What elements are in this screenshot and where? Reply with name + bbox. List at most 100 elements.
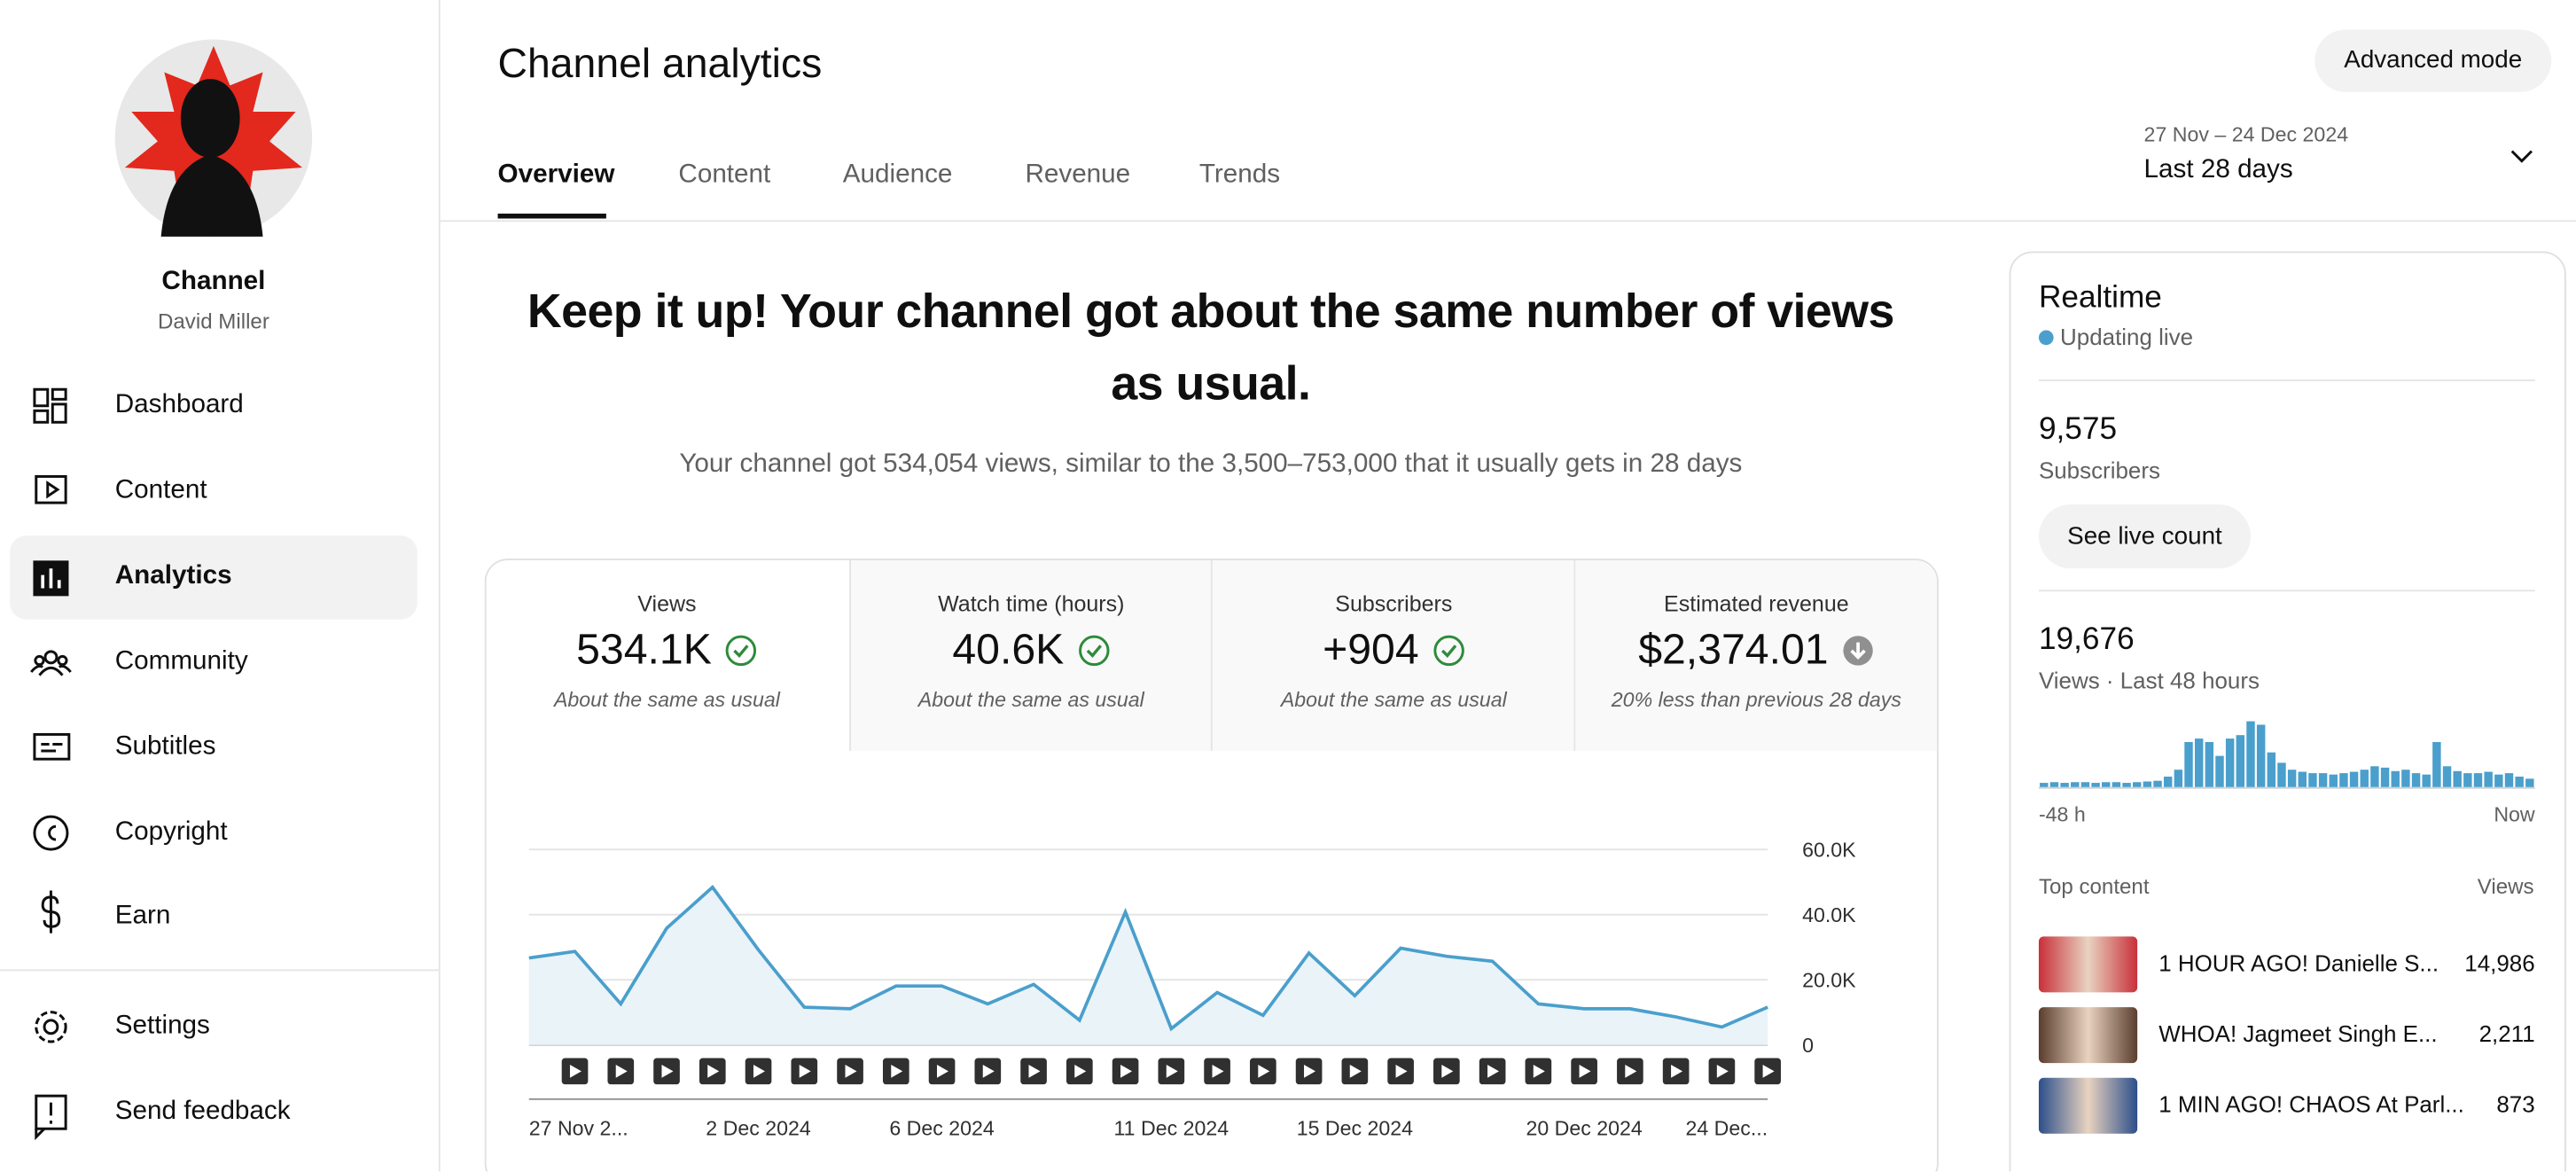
- thumbnail[interactable]: [2038, 1007, 2138, 1064]
- thumbnail[interactable]: [2038, 1077, 2138, 1134]
- nav-item[interactable]: Subtitles: [114, 732, 216, 762]
- nav-icons: [30, 387, 72, 1141]
- bar: [2432, 742, 2441, 787]
- video-marker-icon: [1212, 1064, 1224, 1078]
- bar: [2277, 762, 2286, 787]
- video-marker-icon: [1487, 1064, 1500, 1078]
- nav-item[interactable]: Copyright: [114, 817, 228, 847]
- video-marker-icon: [799, 1064, 811, 1078]
- realtime-card: [2009, 251, 2566, 1172]
- subscriber-label: Subscribers: [2038, 457, 2160, 483]
- top-content-views: 2,211: [2478, 1020, 2535, 1047]
- bar: [2040, 783, 2049, 787]
- metric-label: Estimated revenue: [1664, 591, 1849, 616]
- bar: [2215, 755, 2224, 787]
- y-tick-label: 40.0K: [1802, 903, 1856, 926]
- bar: [2267, 752, 2276, 787]
- tab[interactable]: Audience: [842, 160, 953, 190]
- metric-note: About the same as usual: [917, 688, 1144, 712]
- area: [528, 887, 1768, 1045]
- bar: [2515, 777, 2524, 787]
- summary-detail: Your channel got 534,054 views, similar …: [679, 449, 1743, 479]
- metric-label: Watch time (hours): [938, 591, 1125, 616]
- top-content-title[interactable]: 1 HOUR AGO! Danielle S...: [2158, 949, 2439, 976]
- nav-item[interactable]: Earn: [114, 902, 171, 930]
- bar: [2236, 735, 2245, 787]
- avatar[interactable]: [112, 36, 316, 240]
- metric-label: Views: [637, 591, 697, 616]
- video-marker-icon: [1579, 1064, 1591, 1078]
- bar: [2122, 783, 2131, 787]
- tab[interactable]: Trends: [1198, 160, 1281, 190]
- bar: [2401, 770, 2410, 787]
- bar: [2091, 783, 2100, 787]
- nav-item[interactable]: Send feedback: [114, 1098, 291, 1126]
- channel-title: Channel: [161, 268, 266, 296]
- nav-item[interactable]: Content: [114, 476, 207, 504]
- bar: [2484, 771, 2493, 787]
- x-tick-label: 6 Dec 2024: [889, 1117, 995, 1140]
- bar: [2080, 782, 2090, 787]
- bar: [2246, 721, 2255, 787]
- bar: [2143, 781, 2152, 787]
- bar: [2174, 770, 2183, 787]
- bar: [2349, 771, 2359, 787]
- live-count-button[interactable]: See live count: [2038, 504, 2252, 569]
- bar: [2504, 773, 2514, 787]
- top-content-title[interactable]: WHOA! Jagmeet Singh E...: [2158, 1020, 2438, 1047]
- bar: [2049, 782, 2059, 787]
- video-marker-icon: [982, 1064, 995, 1078]
- header-border: [440, 220, 2576, 223]
- bar: [2473, 773, 2483, 787]
- nav-item[interactable]: Dashboard: [114, 391, 244, 419]
- video-marker-icon: [936, 1064, 948, 1078]
- video-marker-icon: [1074, 1064, 1087, 1078]
- bar: [2380, 767, 2390, 787]
- video-marker-icon: [845, 1064, 857, 1078]
- metric-label: Subscribers: [1335, 591, 1453, 616]
- metric-card[interactable]: Views 534.1K About the same as usual: [487, 560, 848, 751]
- top-content-title[interactable]: 1 MIN AGO! CHAOS At Parl...: [2158, 1090, 2464, 1118]
- thumbnail[interactable]: [2038, 936, 2138, 993]
- check-icon: [725, 635, 757, 667]
- metric-value: 40.6K: [952, 624, 1065, 674]
- metric-card[interactable]: Watch time (hours) 40.6K About the same as…: [848, 559, 1213, 751]
- metric-value: $2,374.01: [1638, 624, 1829, 674]
- bar: [2133, 782, 2142, 787]
- period[interactable]: Last 28 days: [2143, 156, 2293, 184]
- divider: [2038, 590, 2535, 592]
- video-marker-icon: [707, 1064, 720, 1078]
- nav-item[interactable]: Community: [114, 647, 248, 676]
- video-marker-icon: [1166, 1064, 1178, 1078]
- sidebar-border: [438, 0, 441, 1172]
- nav-item[interactable]: Analytics: [114, 561, 232, 590]
- top-content-header: Top content: [2038, 873, 2150, 899]
- x-tick-label: 2 Dec 2024: [706, 1117, 811, 1140]
- views-label: Views · Last 48 hours: [2038, 667, 2260, 694]
- bar: [2453, 770, 2462, 787]
- metric-value: 534.1K: [576, 624, 712, 674]
- tab[interactable]: Revenue: [1025, 160, 1131, 190]
- check-icon: [1078, 635, 1109, 667]
- bar: [2112, 782, 2121, 787]
- video-marker-icon: [1120, 1064, 1132, 1078]
- metric-note: About the same as usual: [553, 688, 780, 712]
- dropdown-arrow[interactable]: [2509, 146, 2535, 166]
- advanced-mode-button[interactable]: Advanced mode: [2314, 29, 2552, 92]
- tab-indicator: [497, 213, 606, 219]
- bar: [2494, 774, 2503, 787]
- line: [528, 885, 1768, 1032]
- metric-card[interactable]: Subscribers +904 About the same as usual: [1211, 559, 1575, 751]
- metric-card[interactable]: Estimated revenue $2,374.01 20% less than …: [1573, 559, 1938, 751]
- realtime-title: Realtime: [2038, 280, 2162, 316]
- y-tick-label: 0: [1802, 1034, 1814, 1057]
- tab[interactable]: Content: [678, 160, 771, 190]
- tab[interactable]: Overview: [497, 160, 615, 190]
- bar: [2422, 774, 2431, 787]
- bar: [2329, 774, 2338, 787]
- nav-item[interactable]: Settings: [114, 1012, 210, 1041]
- check-icon: [1432, 635, 1464, 667]
- video-marker-icon: [891, 1064, 903, 1078]
